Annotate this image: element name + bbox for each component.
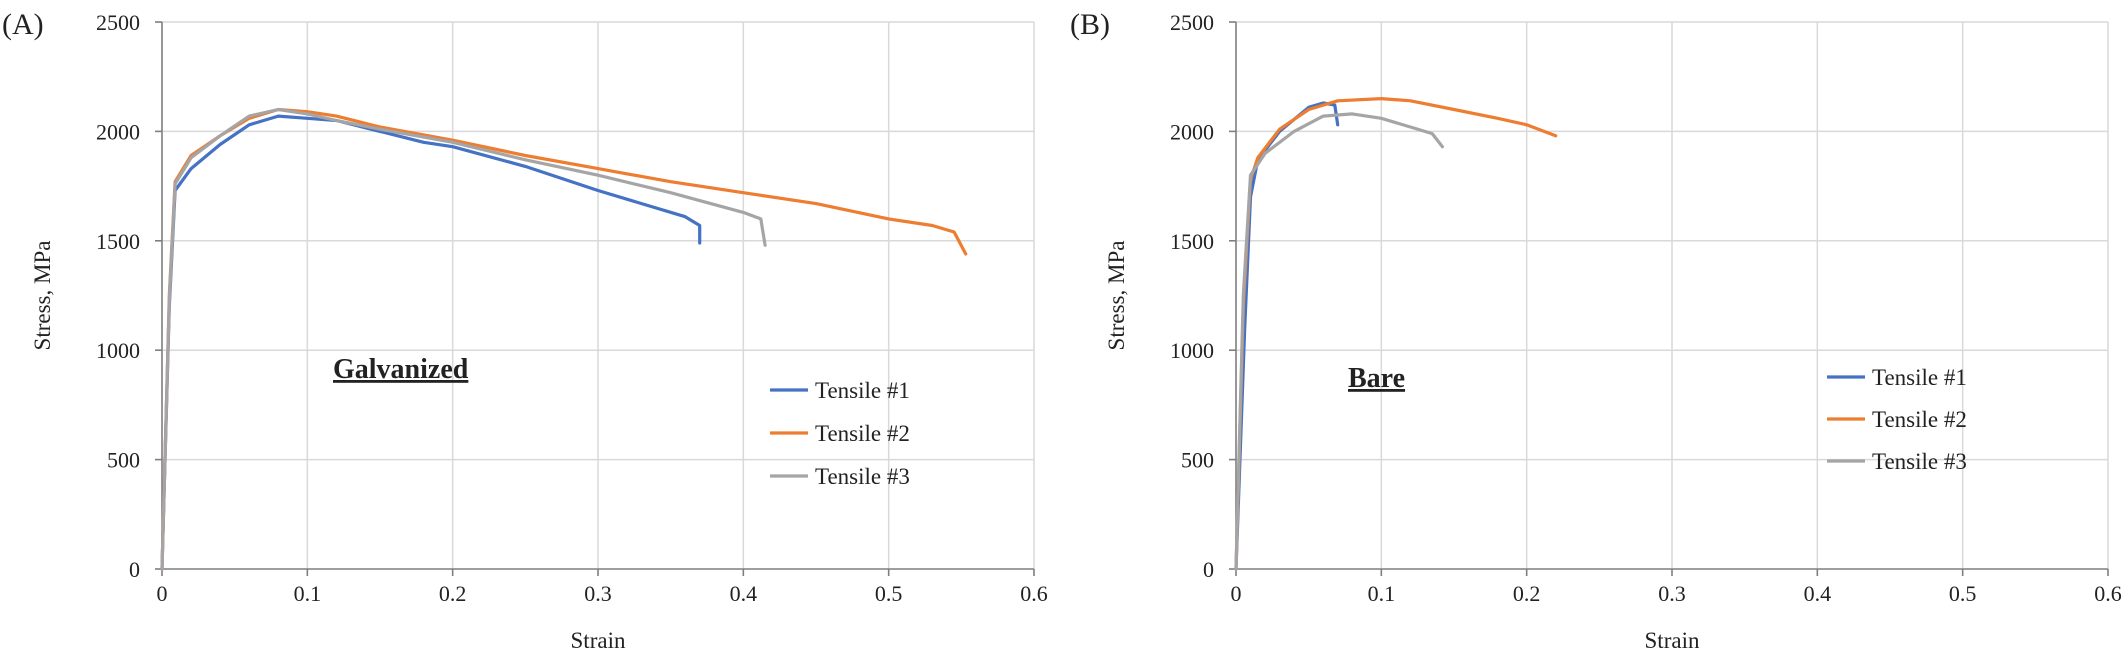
y-tick-label: 0	[1203, 557, 1214, 582]
y-tick-label: 1500	[1170, 229, 1214, 254]
legend-label: Tensile #2	[1872, 407, 1967, 432]
legend-label: Tensile #3	[815, 464, 910, 489]
panel-label: (A)	[2, 8, 44, 41]
y-tick-label: 1000	[1170, 338, 1214, 363]
specimen-annotation: Galvanized	[333, 354, 469, 385]
y-axis-title: Stress, MPa	[30, 241, 55, 351]
x-tick-label: 0.6	[1020, 581, 1048, 606]
y-tick-label: 500	[107, 448, 140, 473]
series-line-tensile-1	[160, 114, 702, 571]
y-tick-label: 1500	[96, 229, 140, 254]
series-line-tensile-3	[1234, 112, 1445, 571]
x-tick-label: 0.3	[1658, 581, 1686, 606]
x-tick-label: 0.6	[2094, 581, 2122, 606]
x-tick-label: 0.2	[1513, 581, 1541, 606]
x-tick-label: 0	[157, 581, 168, 606]
x-tick-label: 0.3	[584, 581, 612, 606]
y-tick-label: 2000	[96, 119, 140, 144]
x-tick-label: 0.5	[875, 581, 903, 606]
y-tick-label: 2500	[1170, 10, 1214, 35]
x-tick-label: 0	[1231, 581, 1242, 606]
y-tick-label: 0	[129, 557, 140, 582]
legend-label: Tensile #1	[815, 378, 910, 403]
y-tick-label: 1000	[96, 338, 140, 363]
series-line-tensile-2	[1234, 96, 1558, 571]
x-tick-label: 0.5	[1949, 581, 1977, 606]
x-tick-label: 0.4	[1804, 581, 1832, 606]
legend-label: Tensile #1	[1872, 365, 1967, 390]
x-tick-label: 0.1	[294, 581, 322, 606]
y-tick-label: 2000	[1170, 119, 1214, 144]
x-tick-label: 0.1	[1368, 581, 1396, 606]
panel-label: (B)	[1070, 8, 1110, 41]
x-axis-title: Strain	[571, 628, 626, 653]
x-axis-title: Strain	[1645, 628, 1700, 653]
specimen-annotation: Bare	[1348, 363, 1405, 394]
chart-panel-b: 0 0.1 0.2 0.3 0.4 0.5 0.6 0 500 1000 1500 2000 2500 S…	[1070, 8, 2122, 653]
y-tick-label: 500	[1181, 448, 1214, 473]
series-line-tensile-3	[160, 107, 767, 571]
chart-panel-a: 0 0.1 0.2 0.3 0.4 0.5 0.6 0 500 1000 1500 2000 2500 S…	[2, 8, 1048, 653]
x-tick-label: 0.2	[439, 581, 467, 606]
x-tick-label: 0.4	[730, 581, 758, 606]
legend-label: Tensile #2	[815, 421, 910, 446]
y-axis-title: Stress, MPa	[1104, 241, 1129, 351]
legend-label: Tensile #3	[1872, 449, 1967, 474]
y-tick-label: 2500	[96, 10, 140, 35]
